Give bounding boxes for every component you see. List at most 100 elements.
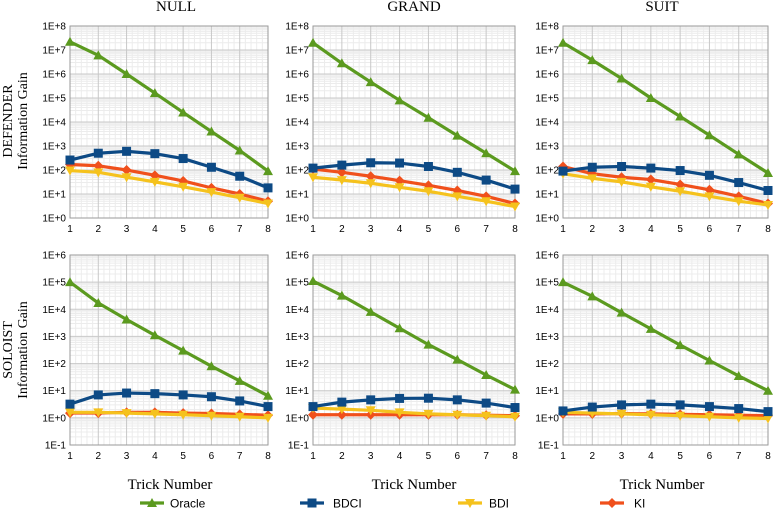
data-point-bdci	[366, 395, 376, 405]
data-point-bdci	[452, 395, 462, 405]
y-tick-label: 1E+5	[285, 278, 309, 289]
x-tick-label: 7	[736, 451, 742, 462]
data-point-bdi	[206, 188, 217, 198]
data-point-oracle	[510, 384, 520, 394]
data-point-bdci	[308, 163, 318, 173]
data-point-bdi	[121, 409, 132, 419]
data-point-bdi	[733, 197, 744, 207]
y-tick-label: 1E+3	[42, 332, 66, 343]
data-point-bdci	[235, 396, 245, 406]
data-point-oracle	[616, 307, 627, 317]
series-oracle	[558, 37, 773, 177]
x-tick-label: 6	[455, 224, 461, 235]
data-point-bdi	[645, 182, 656, 192]
series-line-bdi	[312, 175, 516, 209]
y-tick-label: 1E+3	[535, 332, 559, 343]
data-point-oracle	[704, 355, 715, 365]
series-line-ki	[562, 164, 769, 206]
data-point-bdci	[206, 392, 216, 402]
data-point-bdi	[616, 409, 627, 419]
data-point-oracle	[452, 354, 463, 364]
series-line-oracle	[69, 280, 269, 398]
x-tick-label: 2	[96, 451, 102, 462]
data-point-bdi	[423, 187, 434, 197]
data-point-oracle	[481, 369, 492, 379]
series-bdci	[308, 158, 520, 194]
data-point-bdi	[65, 408, 75, 418]
y-tick-label: 1E+0	[535, 413, 559, 424]
data-point-bdi	[616, 177, 627, 187]
data-point-bdi	[93, 408, 104, 418]
x-tick-label: 5	[180, 224, 186, 235]
panels: 1E+0 1E+1 1E+2 1E+3 1E+4 1E+5 1E+6 1E+7 1E+8 1 2 3 4…	[42, 22, 773, 462]
data-point-oracle	[645, 323, 656, 333]
data-point-oracle	[65, 36, 75, 46]
data-point-bdi	[645, 410, 656, 420]
data-point-bdci	[675, 400, 685, 410]
data-point-bdi	[93, 168, 104, 178]
data-point-oracle	[263, 166, 273, 176]
series-oracle	[308, 37, 520, 176]
data-point-bdi	[365, 179, 376, 189]
data-point-oracle	[423, 339, 434, 349]
x-tick-label: 8	[512, 224, 518, 235]
y-tick-label: 1E+1	[285, 190, 309, 201]
series-line-oracle	[312, 41, 516, 173]
x-tick-label: 8	[765, 224, 771, 235]
y-tick-label: 1E+6	[535, 251, 559, 262]
data-point-bdci	[558, 166, 568, 176]
data-point-bdi	[178, 410, 189, 420]
data-point-bdci	[452, 167, 462, 177]
data-point-bdi	[675, 411, 686, 421]
data-point-bdci	[65, 399, 75, 409]
y-tick-label: 1E+3	[285, 142, 309, 153]
data-point-ki	[394, 175, 405, 186]
data-point-bdi	[733, 413, 744, 423]
xlabel-suit: Trick Number	[620, 477, 705, 493]
data-point-bdi	[481, 197, 492, 207]
data-point-bdci	[263, 402, 273, 412]
y-tick-label: 1E+2	[285, 166, 309, 177]
data-point-oracle	[121, 69, 132, 78]
data-point-bdci	[395, 158, 405, 168]
x-tick-label: 1	[67, 451, 73, 462]
x-tick-label: 6	[209, 451, 215, 462]
y-tick-label: 1E-1	[288, 441, 310, 452]
data-point-bdi	[675, 187, 686, 197]
y-tick-label: 1E+5	[285, 94, 309, 105]
data-point-bdi	[336, 176, 347, 186]
y-tick-label: 1E+6	[42, 251, 66, 262]
y-tick-label: 1E-1	[538, 441, 560, 452]
data-point-bdci	[734, 404, 744, 414]
data-point-bdci	[337, 160, 347, 170]
data-point-bdci	[558, 406, 568, 416]
data-point-ki	[149, 170, 160, 181]
series-line-oracle	[562, 41, 769, 175]
legend-marker-ki	[607, 498, 617, 508]
data-point-bdi	[704, 412, 715, 422]
series-line-bdci	[562, 402, 769, 414]
data-point-bdci	[206, 162, 216, 172]
data-point-bdi	[336, 405, 347, 415]
data-point-oracle	[704, 130, 715, 140]
y-tick-label: 1E+0	[535, 214, 559, 225]
x-tick-label: 1	[560, 451, 566, 462]
data-point-oracle	[645, 93, 656, 102]
y-tick-label: 1E+8	[42, 22, 66, 33]
y-tick-label: 1E+5	[535, 94, 559, 105]
y-tick-label: 1E+7	[42, 46, 66, 57]
y-tick-label: 1E+2	[535, 359, 559, 370]
panel-defender-grand: 1E+0 1E+1 1E+2 1E+3 1E+4 1E+5 1E+6 1E+7 1E+8 1 2 3 4…	[285, 22, 520, 235]
legend-item-ki: KI	[600, 497, 645, 511]
data-point-bdi	[149, 177, 160, 187]
x-tick-label: 6	[209, 224, 215, 235]
y-tick-label: 1E+4	[42, 305, 66, 316]
data-point-bdi	[234, 412, 245, 422]
data-point-oracle	[308, 37, 318, 47]
legend-marker-oracle	[147, 498, 157, 507]
data-point-oracle	[481, 148, 492, 158]
series-line-bdi	[312, 406, 516, 419]
data-point-bdci	[150, 149, 160, 159]
series-line-bdci	[312, 161, 516, 191]
y-tick-label: 1E+4	[535, 305, 559, 316]
